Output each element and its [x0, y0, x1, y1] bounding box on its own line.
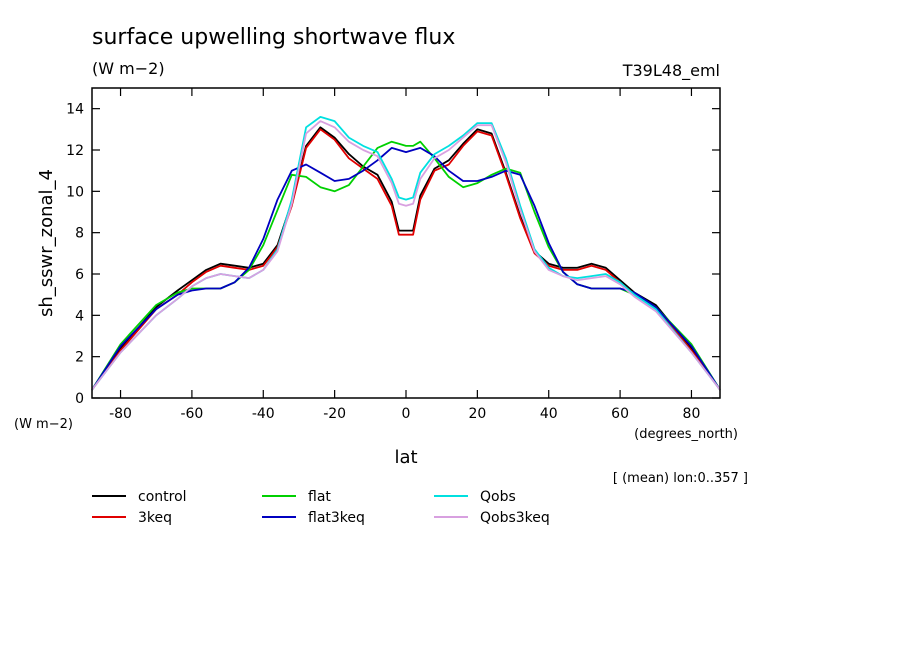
series-line-flat: [91, 140, 721, 391]
series-line-3keq: [91, 128, 721, 391]
legend: control flat Qobs3keq flat3keq Qobs3keq: [92, 489, 550, 526]
legend-label-flat3keq: flat3keq: [308, 510, 365, 526]
y-axis-label: sh_sswr_zonal_4: [36, 169, 57, 317]
series-line-flat3keq: [91, 146, 721, 391]
legend-label-qobs3keq: Qobs3keq: [480, 510, 550, 526]
legend-label-flat: flat: [308, 489, 331, 505]
x-tick-label: -60: [180, 406, 203, 422]
y-tick-label: 0: [75, 391, 84, 407]
series-line-control: [91, 126, 721, 391]
x-tick-label: 80: [683, 406, 701, 422]
series-line-qobs: [91, 116, 721, 391]
x-tick-label: 40: [540, 406, 558, 422]
y-tick-label: 12: [66, 143, 84, 159]
y-tick-label: 10: [66, 184, 84, 200]
y-tick-label: 4: [75, 308, 84, 324]
chart-title: surface upwelling shortwave flux: [92, 25, 455, 50]
y-tick-label: 2: [75, 350, 84, 366]
x-tick-label: 60: [611, 406, 629, 422]
x-axis-label: lat: [394, 447, 417, 468]
y-tick-label: 8: [75, 226, 84, 242]
y-tick-label: 6: [75, 267, 84, 283]
x-tick-label: -20: [323, 406, 346, 422]
y-tick-label: 14: [66, 102, 84, 118]
legend-label-qobs: Qobs: [480, 489, 516, 505]
legend-label-control: control: [138, 489, 187, 505]
x-tick-label: 20: [468, 406, 486, 422]
x-tick-label: -80: [109, 406, 132, 422]
y-axis-units: (W m−2): [14, 417, 73, 432]
x-tick-label: -40: [252, 406, 275, 422]
x-axis-units: (degrees_north): [634, 427, 738, 442]
plot-frame: [91, 87, 721, 399]
model-label: T39L48_eml: [622, 61, 720, 81]
legend-label-3keq: 3keq: [138, 510, 172, 526]
series-line-qobs3keq: [91, 120, 721, 391]
mean-note: [ (mean) lon:0..357 ]: [613, 471, 748, 486]
chart-units: (W m−2): [92, 59, 165, 78]
axis-ticks: -80 -60 -40 -20 0 20 40 60 80 0 2 4 6 8 10 12 14: [66, 88, 720, 422]
x-tick-label: 0: [402, 406, 411, 422]
plot-lines: [91, 116, 721, 391]
